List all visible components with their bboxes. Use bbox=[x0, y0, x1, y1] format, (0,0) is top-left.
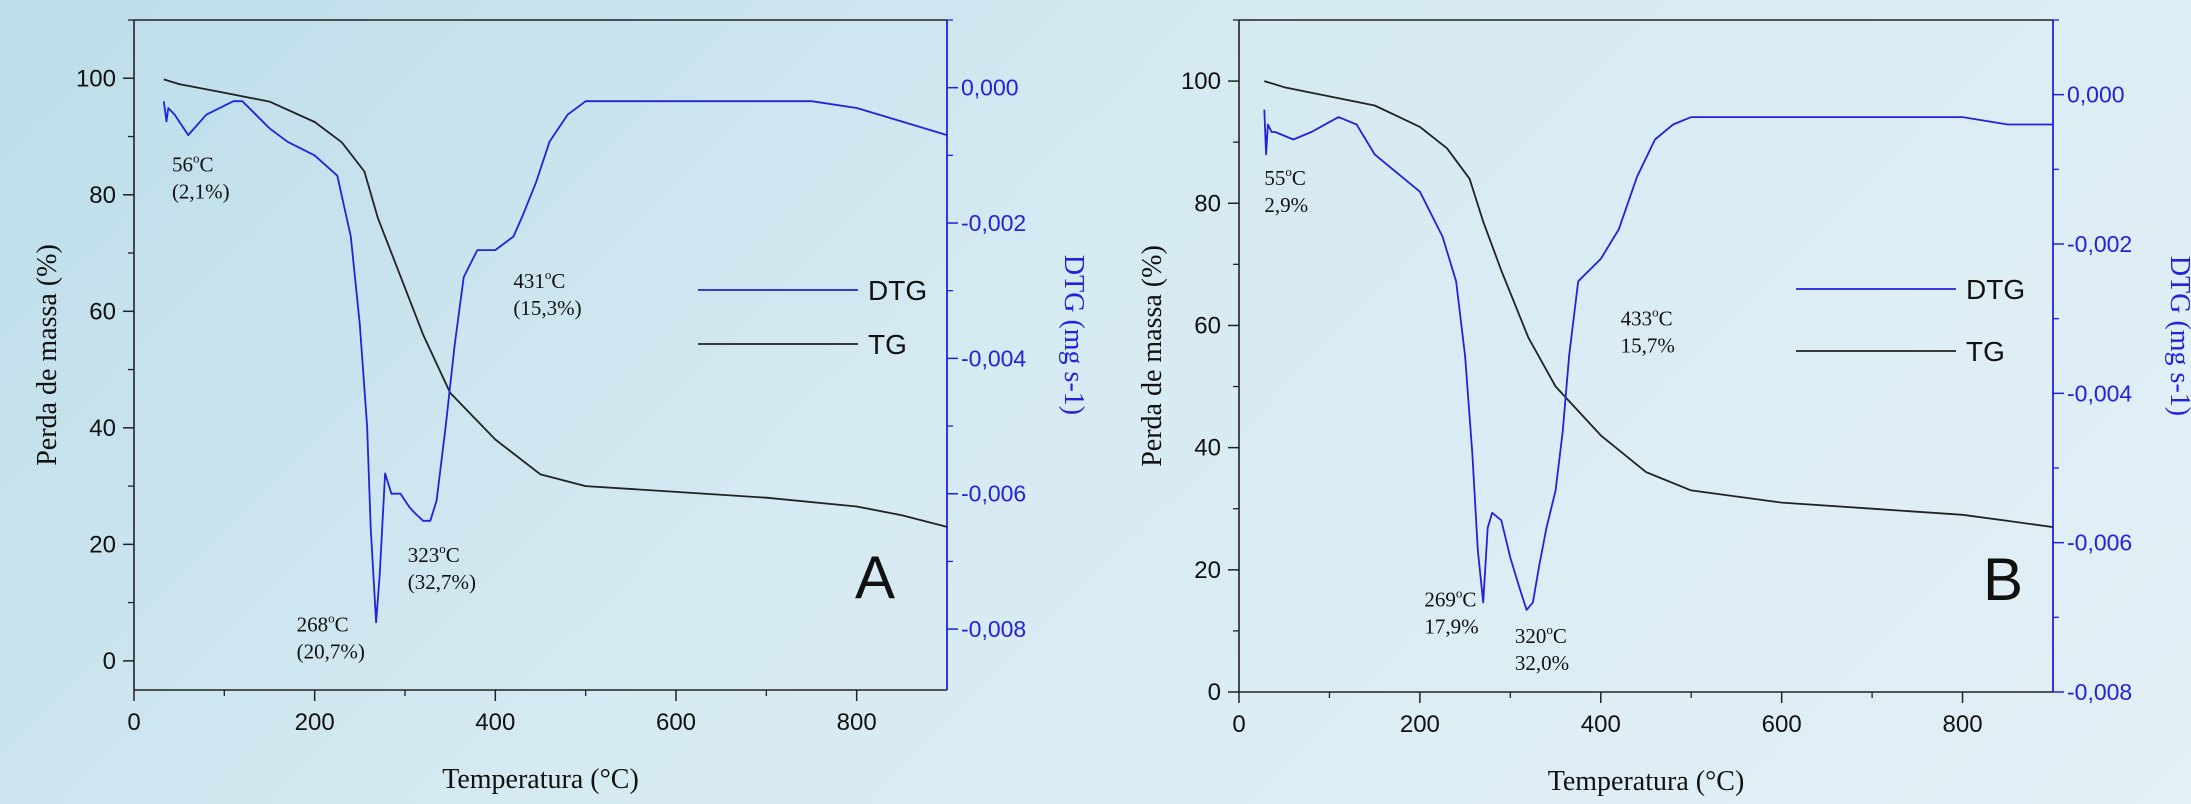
y2-axis-label: DTG (mg s-1) bbox=[1058, 255, 1089, 415]
x-tick-label: 0 bbox=[1232, 711, 1245, 738]
y2-tick-label: -0,006 bbox=[2067, 530, 2132, 556]
y2-tick-label: -0,008 bbox=[2067, 679, 2132, 705]
y-tick-label: 80 bbox=[1194, 190, 1221, 217]
y-tick-label: 100 bbox=[76, 65, 116, 92]
celsius-unit: C bbox=[199, 152, 213, 176]
x-axis-label: Temperatura (°C) bbox=[442, 764, 639, 795]
degree-superscript: o bbox=[1456, 585, 1463, 600]
peak-temp-value: 433 bbox=[1621, 306, 1653, 330]
x-tick-label: 800 bbox=[1943, 711, 1983, 738]
mass-loss-annotation: (15,3%) bbox=[513, 296, 581, 320]
celsius-unit: C bbox=[446, 543, 460, 567]
degree-superscript: o bbox=[1285, 164, 1292, 179]
chart-panel-b: 0 200 400 600 800 0 20 40 60 80 100 0,000 -0,002 -0,0… bbox=[1137, 19, 2191, 797]
y-tick-label: 40 bbox=[89, 415, 116, 442]
y2-tick-label: -0,008 bbox=[961, 616, 1026, 642]
y2-tick-label: -0,002 bbox=[2067, 231, 2132, 257]
peak-temp-annotation: 320oC bbox=[1515, 622, 1567, 648]
series-line-tg bbox=[1264, 80, 2054, 528]
mass-loss-annotation: 15,7% bbox=[1621, 333, 1675, 357]
y-axis-label: Perda de massa (%) bbox=[1137, 245, 1168, 467]
peak-temp-annotation: 56oC bbox=[172, 150, 214, 176]
degree-superscript: o bbox=[1546, 622, 1553, 637]
x-tick-label: 0 bbox=[127, 709, 140, 736]
y-axis-label: Perda de massa (%) bbox=[32, 244, 63, 466]
legend-label-tg: TG bbox=[1966, 336, 2005, 367]
degree-superscript: o bbox=[545, 267, 552, 282]
y-tick-label: 20 bbox=[1194, 557, 1221, 584]
celsius-unit: C bbox=[551, 269, 565, 293]
mass-loss-annotation: (20,7%) bbox=[297, 640, 365, 664]
x-tick-label: 400 bbox=[1581, 711, 1621, 738]
degree-superscript: o bbox=[439, 541, 446, 556]
celsius-unit: C bbox=[335, 613, 349, 637]
panel-letter: A bbox=[855, 544, 895, 611]
panel-letter: B bbox=[1983, 546, 2023, 613]
x-tick-label: 200 bbox=[295, 709, 335, 736]
legend-label-tg: TG bbox=[868, 329, 907, 360]
x-tick-label: 600 bbox=[1762, 711, 1802, 738]
y-tick-label: 0 bbox=[1208, 679, 1221, 706]
y2-tick-label: -0,004 bbox=[961, 345, 1026, 371]
series-line-tg bbox=[163, 78, 948, 528]
peak-temp-value: 323 bbox=[408, 543, 440, 567]
y2-tick-label: -0,002 bbox=[961, 210, 1026, 236]
peak-temp-annotation: 268oC bbox=[297, 611, 349, 637]
chart-panel-a: 0 200 400 600 800 0 20 40 60 80 100 0,000 -0,002 -0,0… bbox=[32, 19, 1089, 795]
y2-tick-label: 0,000 bbox=[961, 75, 1019, 101]
y-tick-label: 0 bbox=[103, 648, 116, 675]
y-tick-label: 60 bbox=[89, 298, 116, 325]
peak-temp-value: 269 bbox=[1424, 587, 1456, 611]
x-tick-label: 600 bbox=[656, 709, 696, 736]
celsius-unit: C bbox=[1553, 624, 1567, 648]
celsius-unit: C bbox=[1659, 306, 1673, 330]
y2-tick-label: -0,004 bbox=[2067, 380, 2132, 406]
peak-temp-value: 55 bbox=[1264, 166, 1285, 190]
y2-tick-label: -0,006 bbox=[961, 481, 1026, 507]
legend-label-dtg: DTG bbox=[868, 275, 927, 306]
degree-superscript: o bbox=[193, 150, 200, 165]
peak-temp-annotation: 433oC bbox=[1621, 304, 1673, 330]
y-tick-label: 80 bbox=[89, 182, 116, 209]
peak-temp-annotation: 269oC bbox=[1424, 585, 1476, 611]
series-line-dtg bbox=[162, 100, 948, 624]
x-tick-label: 800 bbox=[837, 709, 877, 736]
mass-loss-annotation: 17,9% bbox=[1424, 614, 1478, 638]
legend-label-dtg: DTG bbox=[1966, 274, 2025, 305]
mass-loss-annotation: (2,1%) bbox=[172, 179, 230, 203]
mass-loss-annotation: 2,9% bbox=[1264, 193, 1308, 217]
series-line-dtg bbox=[1263, 109, 2053, 611]
peak-temp-value: 431 bbox=[513, 269, 545, 293]
y2-axis-label: DTG (mg s-1) bbox=[2164, 256, 2191, 416]
x-tick-label: 200 bbox=[1400, 711, 1440, 738]
celsius-unit: C bbox=[1462, 587, 1476, 611]
degree-superscript: o bbox=[1652, 304, 1659, 319]
peak-temp-value: 56 bbox=[172, 152, 193, 176]
y-tick-label: 100 bbox=[1181, 68, 1221, 95]
peak-temp-value: 268 bbox=[297, 613, 329, 637]
mass-loss-annotation: (32,7%) bbox=[408, 570, 476, 594]
y-tick-label: 20 bbox=[89, 531, 116, 558]
y-tick-label: 60 bbox=[1194, 312, 1221, 339]
mass-loss-annotation: 32,0% bbox=[1515, 651, 1569, 675]
x-axis-label: Temperatura (°C) bbox=[1548, 766, 1745, 797]
peak-temp-annotation: 431oC bbox=[513, 267, 565, 293]
degree-superscript: o bbox=[328, 611, 335, 626]
y-tick-label: 40 bbox=[1194, 435, 1221, 462]
celsius-unit: C bbox=[1292, 166, 1306, 190]
peak-temp-annotation: 55oC bbox=[1264, 164, 1306, 190]
peak-temp-annotation: 323oC bbox=[408, 541, 460, 567]
x-tick-label: 400 bbox=[475, 709, 515, 736]
y2-tick-label: 0,000 bbox=[2067, 82, 2125, 108]
peak-temp-value: 320 bbox=[1515, 624, 1547, 648]
